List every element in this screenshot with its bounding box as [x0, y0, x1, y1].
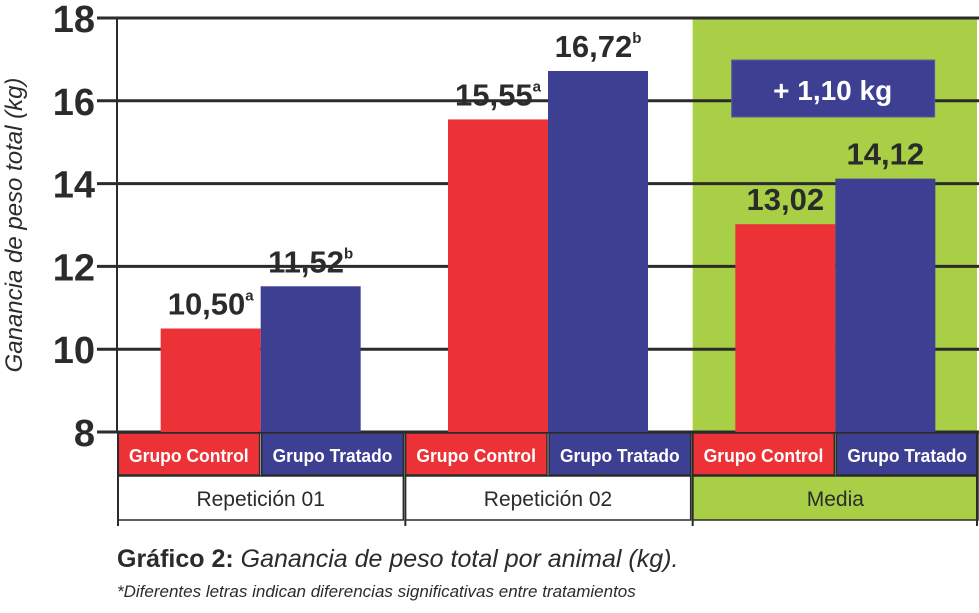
- category-label: Grupo Control: [129, 446, 249, 466]
- data-label: 16,72b: [555, 29, 642, 64]
- y-tick-label: 14: [53, 165, 95, 207]
- category-label: Grupo Tratado: [847, 446, 967, 466]
- y-tick-label: 16: [53, 82, 95, 124]
- significance-letter: b: [632, 30, 641, 47]
- bar-tratado: [260, 286, 361, 432]
- caption-title-bold: Gráfico 2:: [117, 545, 234, 573]
- bar-tratado: [835, 178, 936, 432]
- significance-letter: a: [533, 78, 542, 95]
- category-cell: [260, 432, 405, 476]
- bar-tratado: [548, 70, 648, 432]
- y-tick-label: 12: [53, 247, 95, 289]
- category-label: Grupo Tratado: [560, 446, 680, 466]
- category-cell: [835, 432, 979, 476]
- data-label: 10,50a: [168, 287, 255, 322]
- category-label: Grupo Control: [704, 446, 824, 466]
- difference-callout-text: + 1,10 kg: [773, 75, 892, 106]
- caption-note: *Diferentes letras indican diferencias s…: [117, 582, 636, 601]
- data-label: 15,55a: [455, 77, 542, 112]
- y-tick-label: 10: [53, 330, 95, 372]
- category-cell: [548, 432, 692, 476]
- group-cell: [404, 475, 692, 521]
- caption-title: Gráfico 2: Ganancia de peso total por an…: [117, 545, 678, 573]
- bar-control: [735, 224, 836, 432]
- bar-control: [448, 119, 548, 433]
- data-label: 13,02: [747, 182, 825, 217]
- significance-letter: b: [344, 245, 353, 262]
- significance-letter: a: [245, 288, 254, 305]
- group-label: Repetición 02: [484, 488, 612, 511]
- group-label: Repetición 01: [196, 488, 324, 511]
- y-tick-label: 8: [74, 413, 95, 455]
- category-cell: [691, 432, 836, 476]
- category-cell: [404, 432, 548, 476]
- y-axis-label: Ganancia de peso total (kg): [1, 78, 28, 373]
- category-label: Grupo Tratado: [273, 446, 393, 466]
- data-label: 11,52b: [268, 244, 353, 279]
- caption-title-italic: Ganancia de peso total por animal (kg).: [234, 545, 679, 573]
- difference-callout: [731, 59, 936, 118]
- data-label: 14,12: [847, 137, 925, 172]
- category-label: Grupo Control: [416, 446, 536, 466]
- group-label: Media: [807, 488, 865, 511]
- group-cell: [691, 475, 979, 521]
- bar-control: [160, 328, 261, 432]
- y-tick-label: 18: [53, 0, 95, 41]
